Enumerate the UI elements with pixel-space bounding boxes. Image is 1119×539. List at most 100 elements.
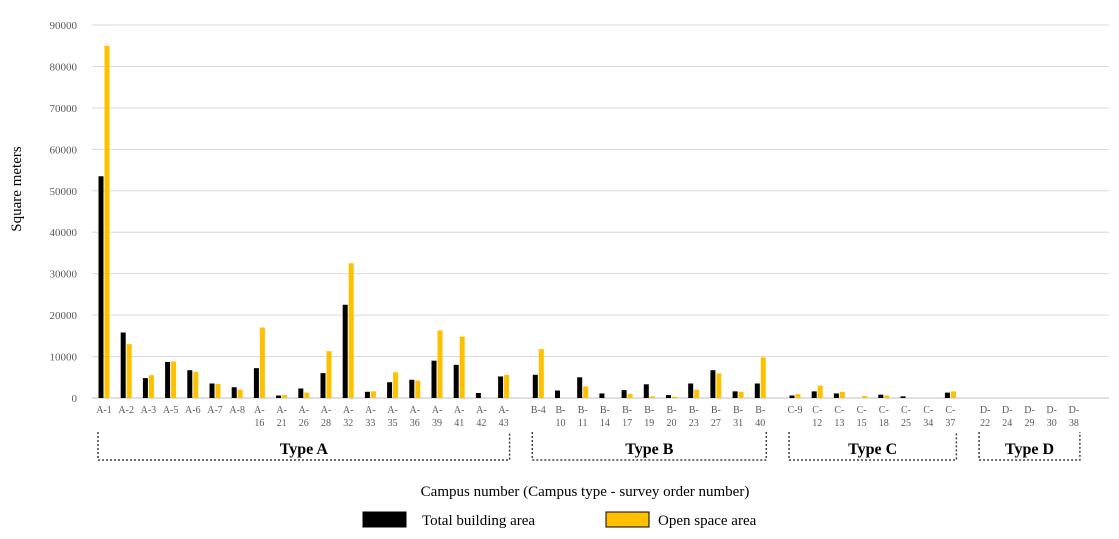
x-tick-label: C- — [879, 405, 889, 416]
group-bracket — [978, 432, 1081, 461]
bar-open-c-18 — [884, 395, 890, 398]
x-tick-label: A- — [365, 405, 376, 416]
x-tick-label-line2: 35 — [388, 418, 398, 429]
y-axis-label: Square meters — [9, 146, 25, 232]
x-tick-label-line2: 31 — [733, 418, 743, 429]
y-axis-ticks: 0 10000 20000 30000 40000 50000 60000 70000 8000… — [50, 20, 78, 405]
bar-total-c-18 — [878, 394, 884, 398]
x-tick-label: B- — [667, 405, 677, 416]
x-tick-label: A-3 — [141, 405, 157, 416]
x-tick-label-line2: 43 — [499, 418, 509, 429]
y-tick-label: 60000 — [50, 144, 78, 156]
x-tick-label: D- — [1024, 405, 1035, 416]
x-axis-label: Campus number (Campus type - survey orde… — [421, 484, 750, 500]
x-tick-label: C- — [945, 405, 955, 416]
group-brackets: Type A Type B Type C Type D — [97, 432, 1081, 461]
bar-total-a-26 — [298, 388, 304, 398]
x-tick-label-line2: 13 — [834, 418, 844, 429]
bar-open-b-40 — [760, 357, 766, 398]
x-axis-ticks: A-1 A-2 A-3 A-5 A-6 A-7 A-8 A- 16 A- 21 A- 26 A- 28 A- 3… — [96, 405, 1079, 429]
x-tick-label-line2: 26 — [299, 418, 309, 429]
legend: Total building area Open space area — [362, 511, 757, 529]
x-tick-label-line2: 21 — [277, 418, 287, 429]
bar-open-a-5 — [171, 361, 177, 398]
bar-open-a-2 — [126, 344, 132, 398]
y-tick-label: 0 — [72, 393, 78, 405]
x-tick-label-line2: 11 — [578, 418, 588, 429]
x-tick-label-line2: 24 — [1002, 418, 1012, 429]
group-bracket — [788, 432, 958, 461]
x-tick-label: B- — [600, 405, 610, 416]
x-tick-label: B- — [578, 405, 588, 416]
bar-open-a-36 — [415, 380, 421, 398]
group-label: Type B — [625, 441, 673, 458]
x-tick-label: A- — [454, 405, 465, 416]
bar-total-b-31 — [732, 391, 738, 398]
x-tick-label-line2: 41 — [454, 418, 464, 429]
bar-total-a-21 — [276, 395, 282, 398]
x-tick-label: A- — [432, 405, 443, 416]
bar-total-a-5 — [165, 361, 171, 398]
y-tick-label: 10000 — [50, 352, 78, 364]
y-tick-label: 20000 — [50, 310, 78, 322]
x-tick-label: A-6 — [185, 405, 201, 416]
x-tick-label: D- — [980, 405, 991, 416]
x-tick-label: B- — [556, 405, 566, 416]
x-tick-label: A-7 — [207, 405, 223, 416]
x-tick-label: B- — [711, 405, 721, 416]
bar-open-b-23 — [694, 389, 700, 398]
bar-open-b-17 — [627, 393, 633, 398]
x-tick-label: A- — [299, 405, 310, 416]
x-tick-label: A- — [276, 405, 287, 416]
y-tick-label: 50000 — [50, 186, 78, 198]
x-tick-label-line2: 32 — [343, 418, 353, 429]
x-tick-label: C-9 — [788, 405, 803, 416]
bar-total-c-13 — [833, 393, 839, 398]
x-tick-label: A-1 — [96, 405, 112, 416]
x-tick-label-line2: 37 — [945, 418, 955, 429]
group-bracket — [97, 432, 511, 461]
bar-total-b-4 — [532, 374, 538, 398]
x-tick-label: A-2 — [118, 405, 134, 416]
bar-total-a-41 — [453, 364, 459, 398]
bar-total-a-36 — [409, 379, 415, 398]
bar-total-a-2 — [120, 332, 126, 398]
bar-open-a-39 — [437, 330, 443, 398]
x-tick-label-line2: 40 — [755, 418, 765, 429]
x-tick-label: A- — [387, 405, 398, 416]
bar-open-a-7 — [215, 383, 221, 398]
group-bracket — [531, 432, 768, 461]
bar-open-a-41 — [459, 336, 465, 398]
x-tick-label-line2: 42 — [476, 418, 486, 429]
x-tick-label-line2: 33 — [365, 418, 375, 429]
legend-label-total-building-area: Total building area — [422, 513, 535, 529]
bar-total-c-12 — [811, 391, 817, 398]
bar-open-b-27 — [716, 373, 722, 398]
group-label: Type D — [1005, 441, 1054, 458]
bar-total-b-11 — [577, 377, 583, 398]
x-tick-label-line2: 30 — [1047, 418, 1057, 429]
group-label: Type A — [280, 441, 329, 458]
bar-total-b-17 — [621, 390, 627, 398]
bar-open-c-13 — [839, 391, 845, 398]
x-tick-label: A- — [343, 405, 354, 416]
bar-open-a-6 — [193, 371, 199, 398]
bar-total-c-37 — [944, 392, 950, 398]
bar-open-b-4 — [538, 349, 544, 398]
x-tick-label-line2: 23 — [689, 418, 699, 429]
x-tick-label-line2: 17 — [622, 418, 632, 429]
legend-swatch-total-building-area — [362, 511, 407, 528]
bar-total-a-42 — [475, 393, 481, 398]
x-tick-label-line2: 39 — [432, 418, 442, 429]
bar-open-b-31 — [738, 391, 744, 398]
bar-total-b-23 — [688, 383, 694, 398]
bar-open-a-3 — [148, 375, 154, 398]
x-tick-label-line2: 38 — [1069, 418, 1079, 429]
bar-open-a-1 — [104, 45, 110, 398]
x-tick-label-line2: 28 — [321, 418, 331, 429]
bar-open-c-15 — [862, 395, 868, 398]
x-tick-label-line2: 18 — [879, 418, 889, 429]
bar-total-a-39 — [431, 360, 437, 398]
y-tick-label: 90000 — [50, 20, 78, 32]
bar-open-a-43 — [504, 374, 510, 398]
